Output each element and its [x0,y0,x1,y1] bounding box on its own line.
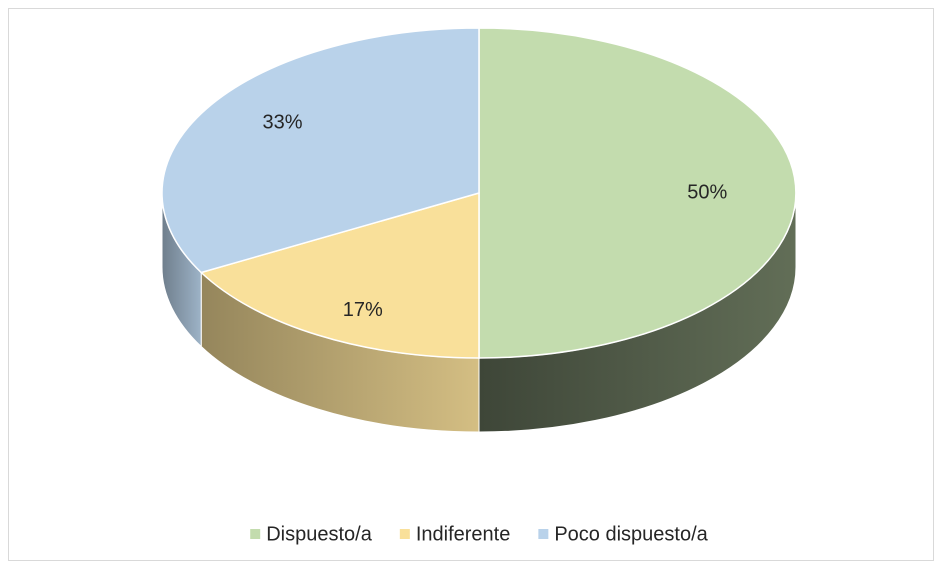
data-label: 17% [343,299,383,321]
legend-label: Indiferente [416,523,511,545]
slice [161,27,480,274]
slice [199,192,480,359]
legend-label: Poco dispuesto/a [554,523,708,545]
legend-marker [538,529,549,539]
slice [478,27,797,359]
data-label: 50% [687,181,727,203]
legend-marker [250,529,261,539]
legend-marker [399,529,410,539]
data-label: 33% [263,112,303,134]
legend-label: Dispuesto/a [266,523,372,545]
